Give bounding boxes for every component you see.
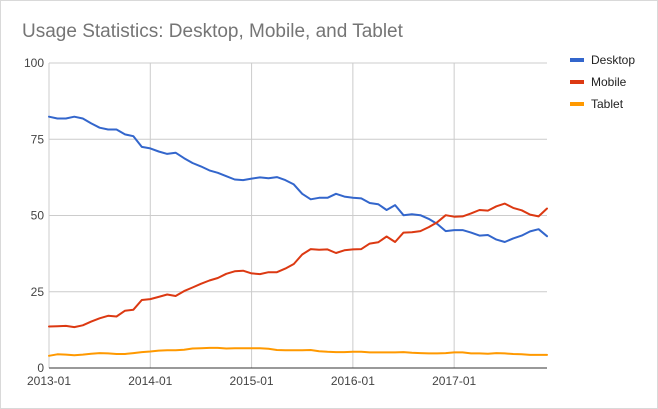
legend-layer: Desktop Mobile Tablet: [570, 53, 635, 111]
legend-label-desktop: Desktop: [591, 53, 635, 67]
y-tick-label: 0: [37, 361, 44, 375]
legend-swatch-tablet: [570, 102, 584, 106]
y-tick-label: 50: [31, 209, 45, 223]
y-tick-label: 100: [24, 56, 44, 70]
legend-swatch-mobile: [570, 80, 584, 84]
legend-label-tablet: Tablet: [591, 97, 624, 111]
chart-title: Usage Statistics: Desktop, Mobile, and T…: [22, 21, 403, 42]
series-line-tablet: [48, 346, 548, 357]
x-tick-label: 2017-01: [432, 374, 476, 388]
axis-layer: 0 25 50 75 100 2013-01 2014-01 2015-01 2016-01 20…: [24, 56, 547, 388]
legend-swatch-desktop: [570, 58, 584, 62]
legend-label-mobile: Mobile: [591, 75, 627, 89]
x-tick-label: 2014-01: [128, 374, 172, 388]
y-tick-label: 75: [31, 132, 45, 146]
series-layer: [48, 115, 548, 357]
x-tick-label: 2013-01: [27, 374, 71, 388]
x-tick-label: 2015-01: [230, 374, 274, 388]
series-line-desktop: [48, 115, 548, 243]
y-tick-label: 25: [31, 285, 45, 299]
x-tick-label: 2016-01: [331, 374, 375, 388]
grid-layer: [48, 62, 547, 368]
series-line-mobile: [48, 202, 548, 329]
